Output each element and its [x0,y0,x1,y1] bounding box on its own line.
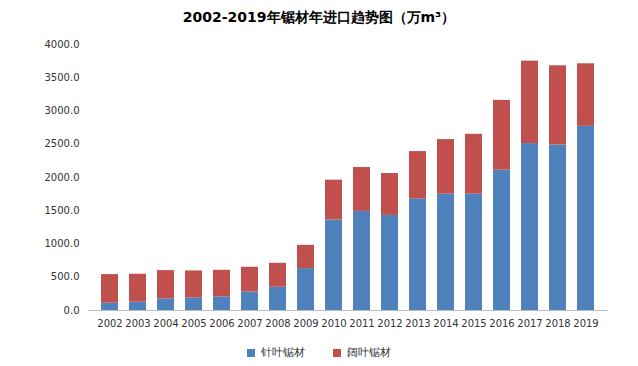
svg-text:2009: 2009 [293,318,318,329]
svg-text:2004: 2004 [153,318,178,329]
svg-text:1500.0: 1500.0 [45,205,80,216]
svg-text:1000.0: 1000.0 [45,238,80,249]
svg-text:2005: 2005 [181,318,206,329]
svg-text:2007: 2007 [237,318,262,329]
svg-text:2500.0: 2500.0 [45,138,80,149]
svg-text:2016: 2016 [489,318,514,329]
svg-text:2019: 2019 [573,318,598,329]
svg-text:2008: 2008 [265,318,290,329]
svg-text:3000.0: 3000.0 [45,105,80,116]
svg-text:2000.0: 2000.0 [45,172,80,183]
svg-text:2011: 2011 [349,318,374,329]
html-text:2002-2019年锯材年进口趋势图（万m³）: 2002-2019年锯材年进口趋势图（万m³） [182,9,456,25]
html-text:针叶锯材: 针叶锯材 [261,345,305,359]
svg-text:2012: 2012 [377,318,402,329]
svg-text:500.0: 500.0 [51,271,80,282]
svg-text:0.0: 0.0 [64,305,80,316]
svg-text:3500.0: 3500.0 [45,72,80,83]
svg-text:2006: 2006 [209,318,234,329]
svg-text:2013: 2013 [405,318,430,329]
svg-text:2014: 2014 [433,318,458,329]
svg-text:2002: 2002 [97,318,122,329]
svg-text:2003: 2003 [125,318,150,329]
svg-text:2015: 2015 [461,318,486,329]
svg-text:4000.0: 4000.0 [45,39,80,50]
svg-text:2010: 2010 [321,318,346,329]
svg-text:2017: 2017 [517,318,542,329]
svg-text:2018: 2018 [545,318,570,329]
html-text:阔叶锯材: 阔叶锯材 [347,345,391,359]
